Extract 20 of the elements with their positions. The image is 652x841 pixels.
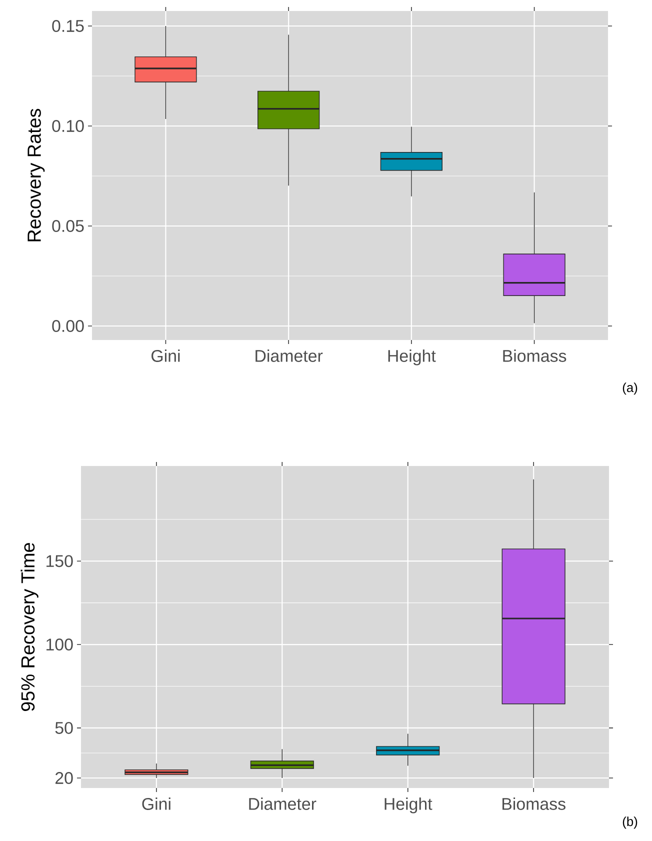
y-axis-title: 95% Recovery Time xyxy=(20,542,38,711)
y-tick-label: 0.10 xyxy=(52,120,84,132)
y-tick-label: 0.15 xyxy=(52,20,84,32)
y-tick-label: 150 xyxy=(46,555,73,568)
y-tick-label: 0.00 xyxy=(52,320,84,332)
x-tick-label: Gini xyxy=(142,798,170,810)
x-tick-label: Gini xyxy=(152,350,180,362)
x-tick-label: Diameter xyxy=(249,798,316,810)
text: (b) xyxy=(622,816,638,829)
y-tick-label: 0.05 xyxy=(52,220,84,232)
y-tick-label: 100 xyxy=(46,638,73,651)
y-tick-label: 20 xyxy=(56,772,73,784)
x-tick-label: Biomass xyxy=(503,350,566,362)
x-tick-label: Height xyxy=(388,350,436,366)
y-tick-label: 50 xyxy=(55,722,73,734)
x-tick-label: Biomass xyxy=(502,798,566,810)
text: (a) xyxy=(622,382,638,395)
y-axis-title: Recovery Rates xyxy=(28,108,45,242)
x-tick-label: Height xyxy=(384,798,432,814)
x-tick-label: Diameter xyxy=(256,350,323,362)
